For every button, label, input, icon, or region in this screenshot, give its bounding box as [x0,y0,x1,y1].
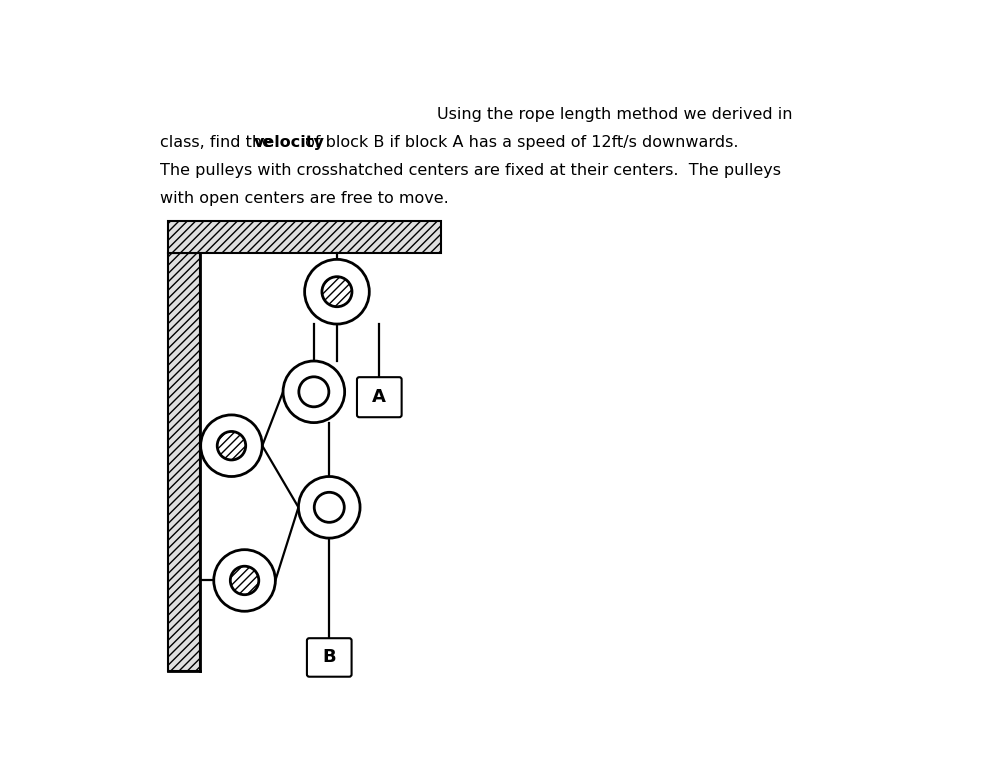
Text: velocity: velocity [253,135,324,150]
Text: B: B [322,648,336,667]
Circle shape [322,277,352,307]
FancyBboxPatch shape [307,638,352,677]
Text: with open centers are free to move.: with open centers are free to move. [160,191,449,206]
Text: class, find the: class, find the [160,135,277,150]
Bar [168,253,200,671]
Bar [168,221,441,253]
Circle shape [214,550,275,611]
Text: The pulleys with crosshatched centers are fixed at their centers.  The pulleys: The pulleys with crosshatched centers ar… [160,163,781,178]
Text: of block B if block A has a speed of 12ft/s downwards.: of block B if block A has a speed of 12f… [300,135,738,150]
Circle shape [299,377,329,407]
Circle shape [231,566,259,594]
Circle shape [200,415,262,477]
Text: A: A [372,388,386,406]
Text: Using the rope length method we derived in: Using the rope length method we derived … [437,107,792,122]
FancyBboxPatch shape [357,377,402,418]
Circle shape [217,431,246,460]
Circle shape [314,492,345,522]
Circle shape [304,259,369,324]
Circle shape [299,477,360,538]
Circle shape [283,361,345,423]
